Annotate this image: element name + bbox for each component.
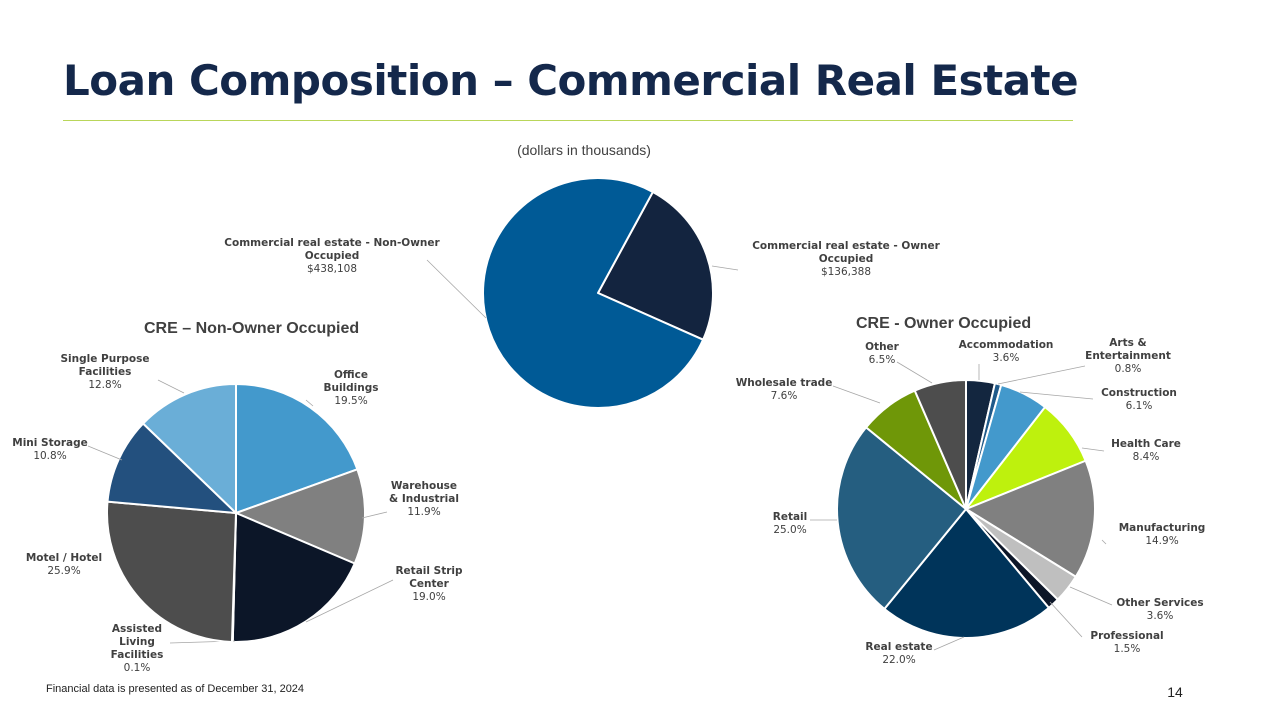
non-owner-slice-mini-storage [106, 422, 237, 514]
non-owner-label-office-buildings: Office Buildings 19.5% [323, 369, 378, 407]
non-owner-slice-warehouse-industrial [235, 468, 366, 565]
owner-label-manufacturing: Manufacturing 14.9% [1119, 522, 1206, 547]
non-owner-pie: Office Buildings 19.5% Warehouse & Industria… [12, 353, 463, 674]
non-owner-label-mini-storage: Mini Storage 10.8% [12, 437, 87, 462]
total-slice-commercial-real-estate-non-owner-occupied [482, 177, 705, 410]
non-owner-leader-office-buildings [305, 399, 314, 407]
owner-slice-real-estate [883, 508, 1050, 639]
owner-label-arts-entertainment: Arts & Entertainment 0.8% [1085, 337, 1171, 375]
owner-slice-retail [836, 426, 967, 610]
owner-leader-other [896, 361, 933, 384]
owner-occupied-pie: Accommodation 3.6% Arts & Entertainment 0.8%… [736, 337, 1206, 666]
owner-label-retail: Retail 25.0% [773, 511, 808, 536]
owner-label-real-estate: Real estate 22.0% [865, 641, 932, 666]
non-owner-label-assisted-living-facilities: Assisted Living Facilities 0.1% [111, 623, 164, 674]
footnote: Financial data is presented as of Decemb… [46, 683, 305, 695]
page-number: 14 [1167, 684, 1183, 700]
total-slice-commercial-real-estate-owner-occupied [597, 190, 714, 341]
owner-chart-title: CRE - Owner Occupied [856, 315, 1032, 332]
non-owner-leader-warehouse-industrial [361, 511, 388, 519]
owner-leader-other-services [1069, 586, 1113, 606]
total-label-commercial-real-estate-owner-occupied: Commercial real estate - Owner Occupied $1… [752, 240, 940, 278]
owner-leader-real-estate [933, 636, 965, 651]
units-subtitle: (dollars in thousands) [517, 142, 651, 158]
title-divider [63, 120, 1073, 121]
owner-label-construction: Construction 6.1% [1101, 387, 1177, 412]
total-leader-commercial-real-estate-non-owner-occupied [426, 259, 487, 319]
non-owner-slice-single-purpose-facilities [142, 383, 237, 514]
non-owner-leader-retail-strip-center [305, 579, 394, 623]
total-label-commercial-real-estate-non-owner-occupied: Commercial real estate - Non-Owner Occupi… [224, 237, 440, 275]
owner-label-health-care: Health Care 8.4% [1111, 438, 1181, 463]
non-owner-label-motel-hotel: Motel / Hotel 25.9% [26, 552, 102, 577]
non-owner-slice-motel-hotel [106, 500, 237, 643]
owner-label-other-services: Other Services 3.6% [1116, 597, 1203, 622]
owner-slice-other [913, 379, 967, 510]
non-owner-slice-retail-strip-center [231, 512, 356, 643]
non-owner-label-single-purpose-facilities: Single Purpose Facilities 12.8% [61, 353, 150, 391]
owner-label-professional: Professional 1.5% [1090, 630, 1163, 655]
total-leader-commercial-real-estate-owner-occupied [711, 265, 739, 271]
non-owner-chart-title: CRE – Non-Owner Occupied [144, 320, 360, 337]
non-owner-slice-office-buildings [235, 383, 359, 514]
non-owner-label-retail-strip-center: Retail Strip Center 19.0% [395, 565, 463, 603]
owner-label-wholesale-trade: Wholesale trade 7.6% [736, 377, 833, 402]
owner-leader-professional [1049, 601, 1083, 638]
owner-label-accommodation: Accommodation 3.6% [959, 339, 1054, 364]
owner-slice-manufacturing [965, 459, 1096, 578]
total-cre-pie: Commercial real estate - Owner Occupied $1… [224, 177, 941, 410]
non-owner-leader-mini-storage [87, 445, 123, 461]
owner-leader-arts-entertainment [997, 365, 1086, 385]
owner-leader-manufacturing [1101, 539, 1107, 545]
owner-leader-health-care [1081, 447, 1105, 452]
owner-leader-construction [1019, 391, 1094, 400]
non-owner-leader-single-purpose-facilities [157, 379, 185, 394]
owner-label-other: Other 6.5% [865, 341, 900, 366]
page-title: Loan Composition – Commercial Real Estat… [63, 56, 1079, 105]
non-owner-label-warehouse-industrial: Warehouse & Industrial 11.9% [389, 480, 459, 518]
owner-leader-wholesale-trade [832, 385, 881, 404]
